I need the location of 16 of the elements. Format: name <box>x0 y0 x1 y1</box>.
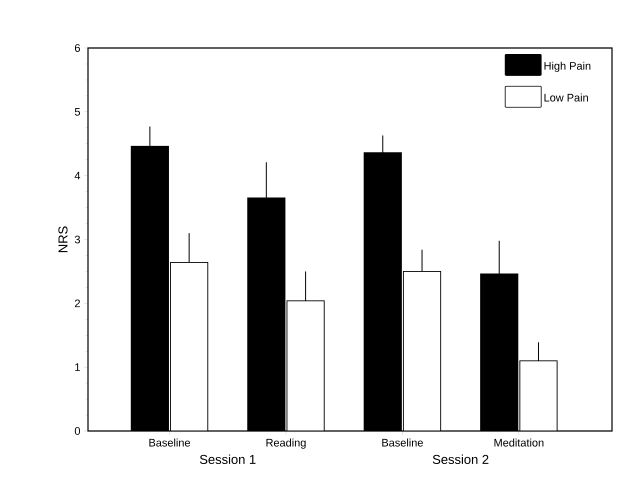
y-tick-label: 3 <box>74 236 80 244</box>
text: Session 1 <box>200 454 256 464</box>
y-axis-title: NRS <box>58 226 68 252</box>
y-tick-label: 4 <box>74 172 80 180</box>
y-tick-label: 6 <box>74 44 80 52</box>
x-tick-label: Baseline <box>149 438 190 447</box>
text: Session 2 <box>432 454 488 464</box>
y-tick-label: 1 <box>75 363 80 371</box>
x-tick-label: Reading <box>266 438 306 449</box>
y-tick-label: 0 <box>74 427 80 435</box>
legend-label: Low Pain <box>544 94 588 102</box>
y-tick-label: 5 <box>74 108 80 116</box>
legend-label: High Pain <box>544 62 590 72</box>
x-tick-label: Baseline <box>382 438 423 447</box>
x-tick-label: Meditation <box>494 438 544 447</box>
y-tick-label: 2 <box>74 300 80 308</box>
